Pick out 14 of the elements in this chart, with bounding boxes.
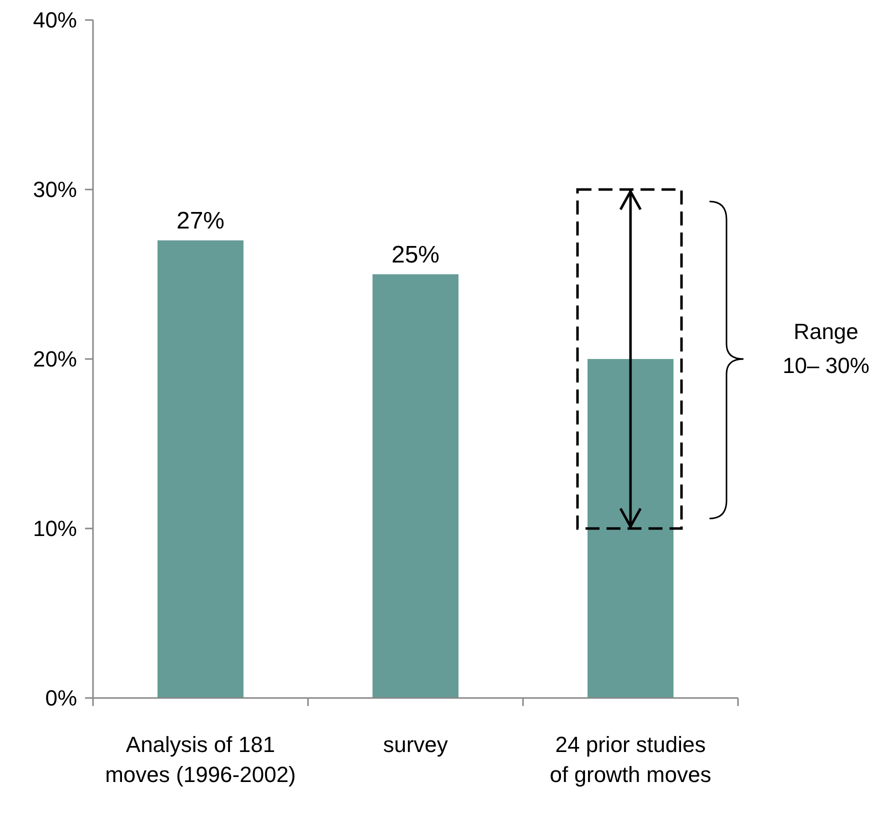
data-label: 27% — [176, 207, 225, 234]
x-tick-label: survey — [383, 732, 448, 757]
y-tick-label: 10% — [32, 516, 77, 542]
bar — [588, 359, 674, 698]
x-tick-label: Analysis of 181 moves (1996-2002) — [105, 732, 296, 787]
y-tick-label: 30% — [32, 177, 77, 202]
bar — [372, 274, 458, 698]
y-tick-label: 20% — [32, 346, 77, 372]
text: Range 10– 30% — [782, 319, 870, 378]
y-tick-label: 40% — [32, 8, 77, 33]
y-tick-label: 0% — [45, 686, 77, 711]
data-label: 25% — [391, 241, 440, 268]
bar — [158, 240, 244, 698]
x-tick-label: 24 prior studies of growth moves — [550, 732, 712, 787]
